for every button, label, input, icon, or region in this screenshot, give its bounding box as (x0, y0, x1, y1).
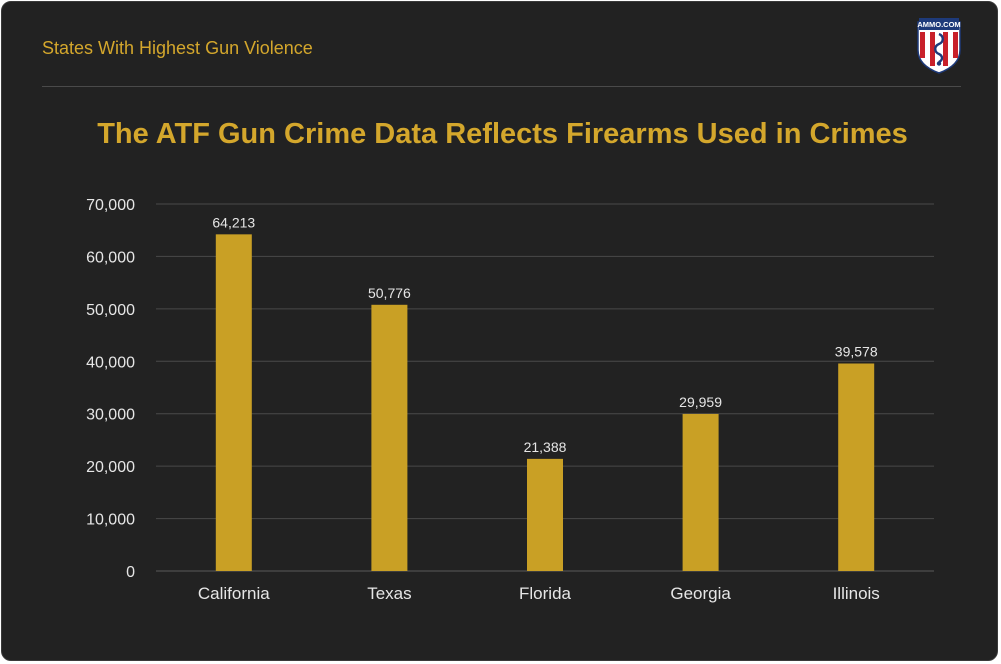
chart-title: The ATF Gun Crime Data Reflects Firearms… (97, 118, 908, 150)
y-tick-label: 10,000 (86, 512, 135, 529)
y-tick-label: 30,000 (86, 407, 135, 424)
y-axis-ticks: 0 10,000 20,000 30,000 40,000 50,000 60,000 70,… (86, 197, 135, 581)
data-label: 50,776 (368, 285, 411, 301)
y-tick-label: 60,000 (86, 249, 135, 266)
data-label: 39,578 (835, 343, 878, 359)
x-tick-label: Georgia (670, 584, 731, 603)
y-tick-label: 20,000 (86, 459, 135, 476)
x-axis-ticks: California Texas Florida Georgia Illinois (198, 584, 880, 603)
ammo-logo-icon: AMMO.COM (917, 18, 961, 74)
x-tick-label: Texas (367, 584, 411, 603)
x-tick-label: Illinois (833, 584, 880, 603)
bar-illinois (838, 363, 875, 571)
y-tick-label: 50,000 (86, 302, 135, 319)
y-tick-label: 40,000 (86, 354, 135, 371)
y-tick-label: 0 (126, 564, 135, 581)
data-label: 21,388 (524, 439, 567, 455)
x-tick-label: Florida (519, 584, 572, 603)
bars (215, 234, 875, 572)
y-tick-label: 70,000 (86, 197, 135, 214)
header-divider (42, 86, 961, 87)
page-title: States With Highest Gun Violence (42, 38, 313, 58)
bar-georgia (682, 413, 719, 571)
data-label: 64,213 (212, 214, 255, 230)
data-label: 29,959 (679, 394, 722, 410)
x-tick-label: California (198, 584, 270, 603)
logo-text: AMMO.COM (917, 20, 960, 29)
bar-florida (527, 458, 563, 571)
data-labels: 64,213 50,776 21,388 29,959 39,578 (212, 214, 877, 455)
bar-california (215, 234, 252, 572)
bar-texas (371, 304, 408, 571)
